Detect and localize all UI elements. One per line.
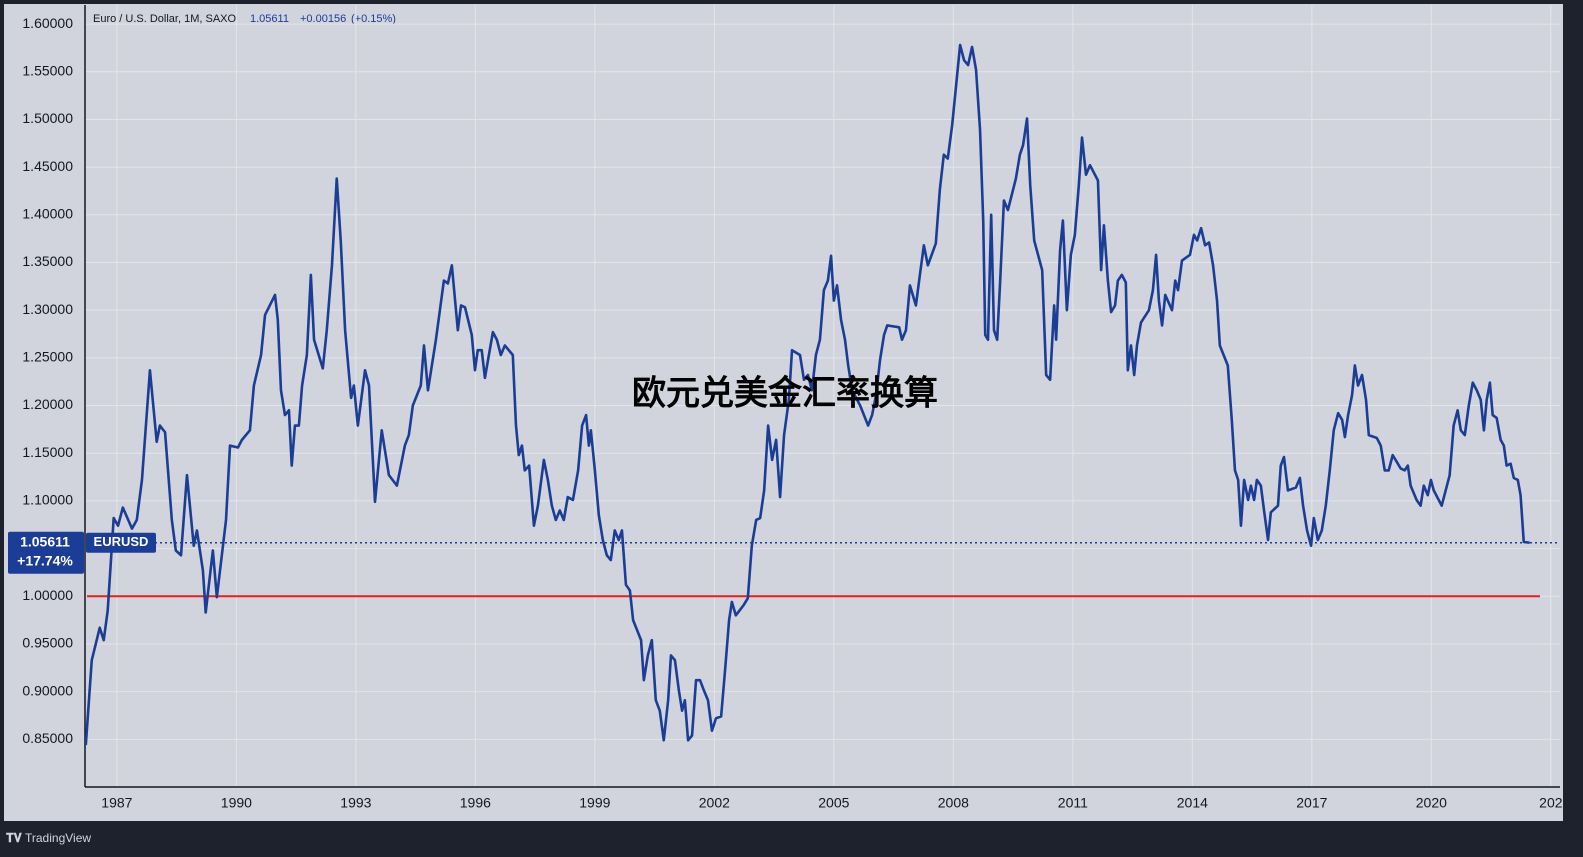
y-tick-label: 1.25000 <box>22 349 73 365</box>
brand-logo: 𝐓𝐕 <box>6 831 23 845</box>
y-tick-label: 0.85000 <box>22 730 73 746</box>
x-tick-label: 2011 <box>1058 795 1088 811</box>
legend-label: EURUSD <box>94 534 149 549</box>
legend-box <box>86 532 156 553</box>
x-tick-label: 1999 <box>579 795 610 811</box>
price-label-box <box>8 531 84 574</box>
x-tick-label: 1996 <box>460 795 491 811</box>
brand: TradingView <box>25 831 91 845</box>
x-tick-label: 2017 <box>1296 795 1327 811</box>
y-tick-label: 0.90000 <box>22 682 73 698</box>
y-tick-label: 1.50000 <box>22 110 73 126</box>
y-tick-label: 1.15000 <box>22 444 73 460</box>
symbol-header: Euro / U.S. Dollar, 1M, SAXO <box>93 13 236 25</box>
x-tick-label: 2008 <box>938 795 969 811</box>
x-tick-label: 2014 <box>1177 795 1208 811</box>
x-tick-label: 2005 <box>818 795 849 811</box>
footer-bar <box>0 822 1583 857</box>
y-tick-label: 1.45000 <box>22 158 73 174</box>
y-tick-label: 1.10000 <box>22 492 73 508</box>
x-tick-label: 202 <box>1539 795 1563 811</box>
x-tick-label: 2002 <box>699 795 730 811</box>
price-change-label: +17.74% <box>17 552 73 568</box>
x-tick-label: 1990 <box>221 795 252 811</box>
chart-background <box>4 4 1563 821</box>
y-tick-label: 1.35000 <box>22 253 73 269</box>
y-tick-label: 1.30000 <box>22 301 73 317</box>
y-tick-label: 1.55000 <box>22 62 73 78</box>
last-price: 1.05611 <box>250 13 289 25</box>
price-line <box>85 43 1530 746</box>
x-tick-label: 2020 <box>1416 795 1447 811</box>
chart-title: 欧元兑美金汇率换算 <box>632 374 938 414</box>
price-change-pct: (+0.15%) <box>351 13 396 25</box>
x-tick-label: 1993 <box>340 795 371 811</box>
y-tick-label: 1.20000 <box>22 396 73 412</box>
y-tick-label: 1.60000 <box>22 15 73 31</box>
y-tick-label: 0.95000 <box>22 635 73 651</box>
y-tick-label: 1.40000 <box>22 206 73 222</box>
x-tick-label: 1987 <box>101 795 132 811</box>
price-label: 1.05611 <box>20 533 70 549</box>
y-tick-label: 1.00000 <box>22 587 73 603</box>
price-change: +0.00156 <box>300 13 346 25</box>
